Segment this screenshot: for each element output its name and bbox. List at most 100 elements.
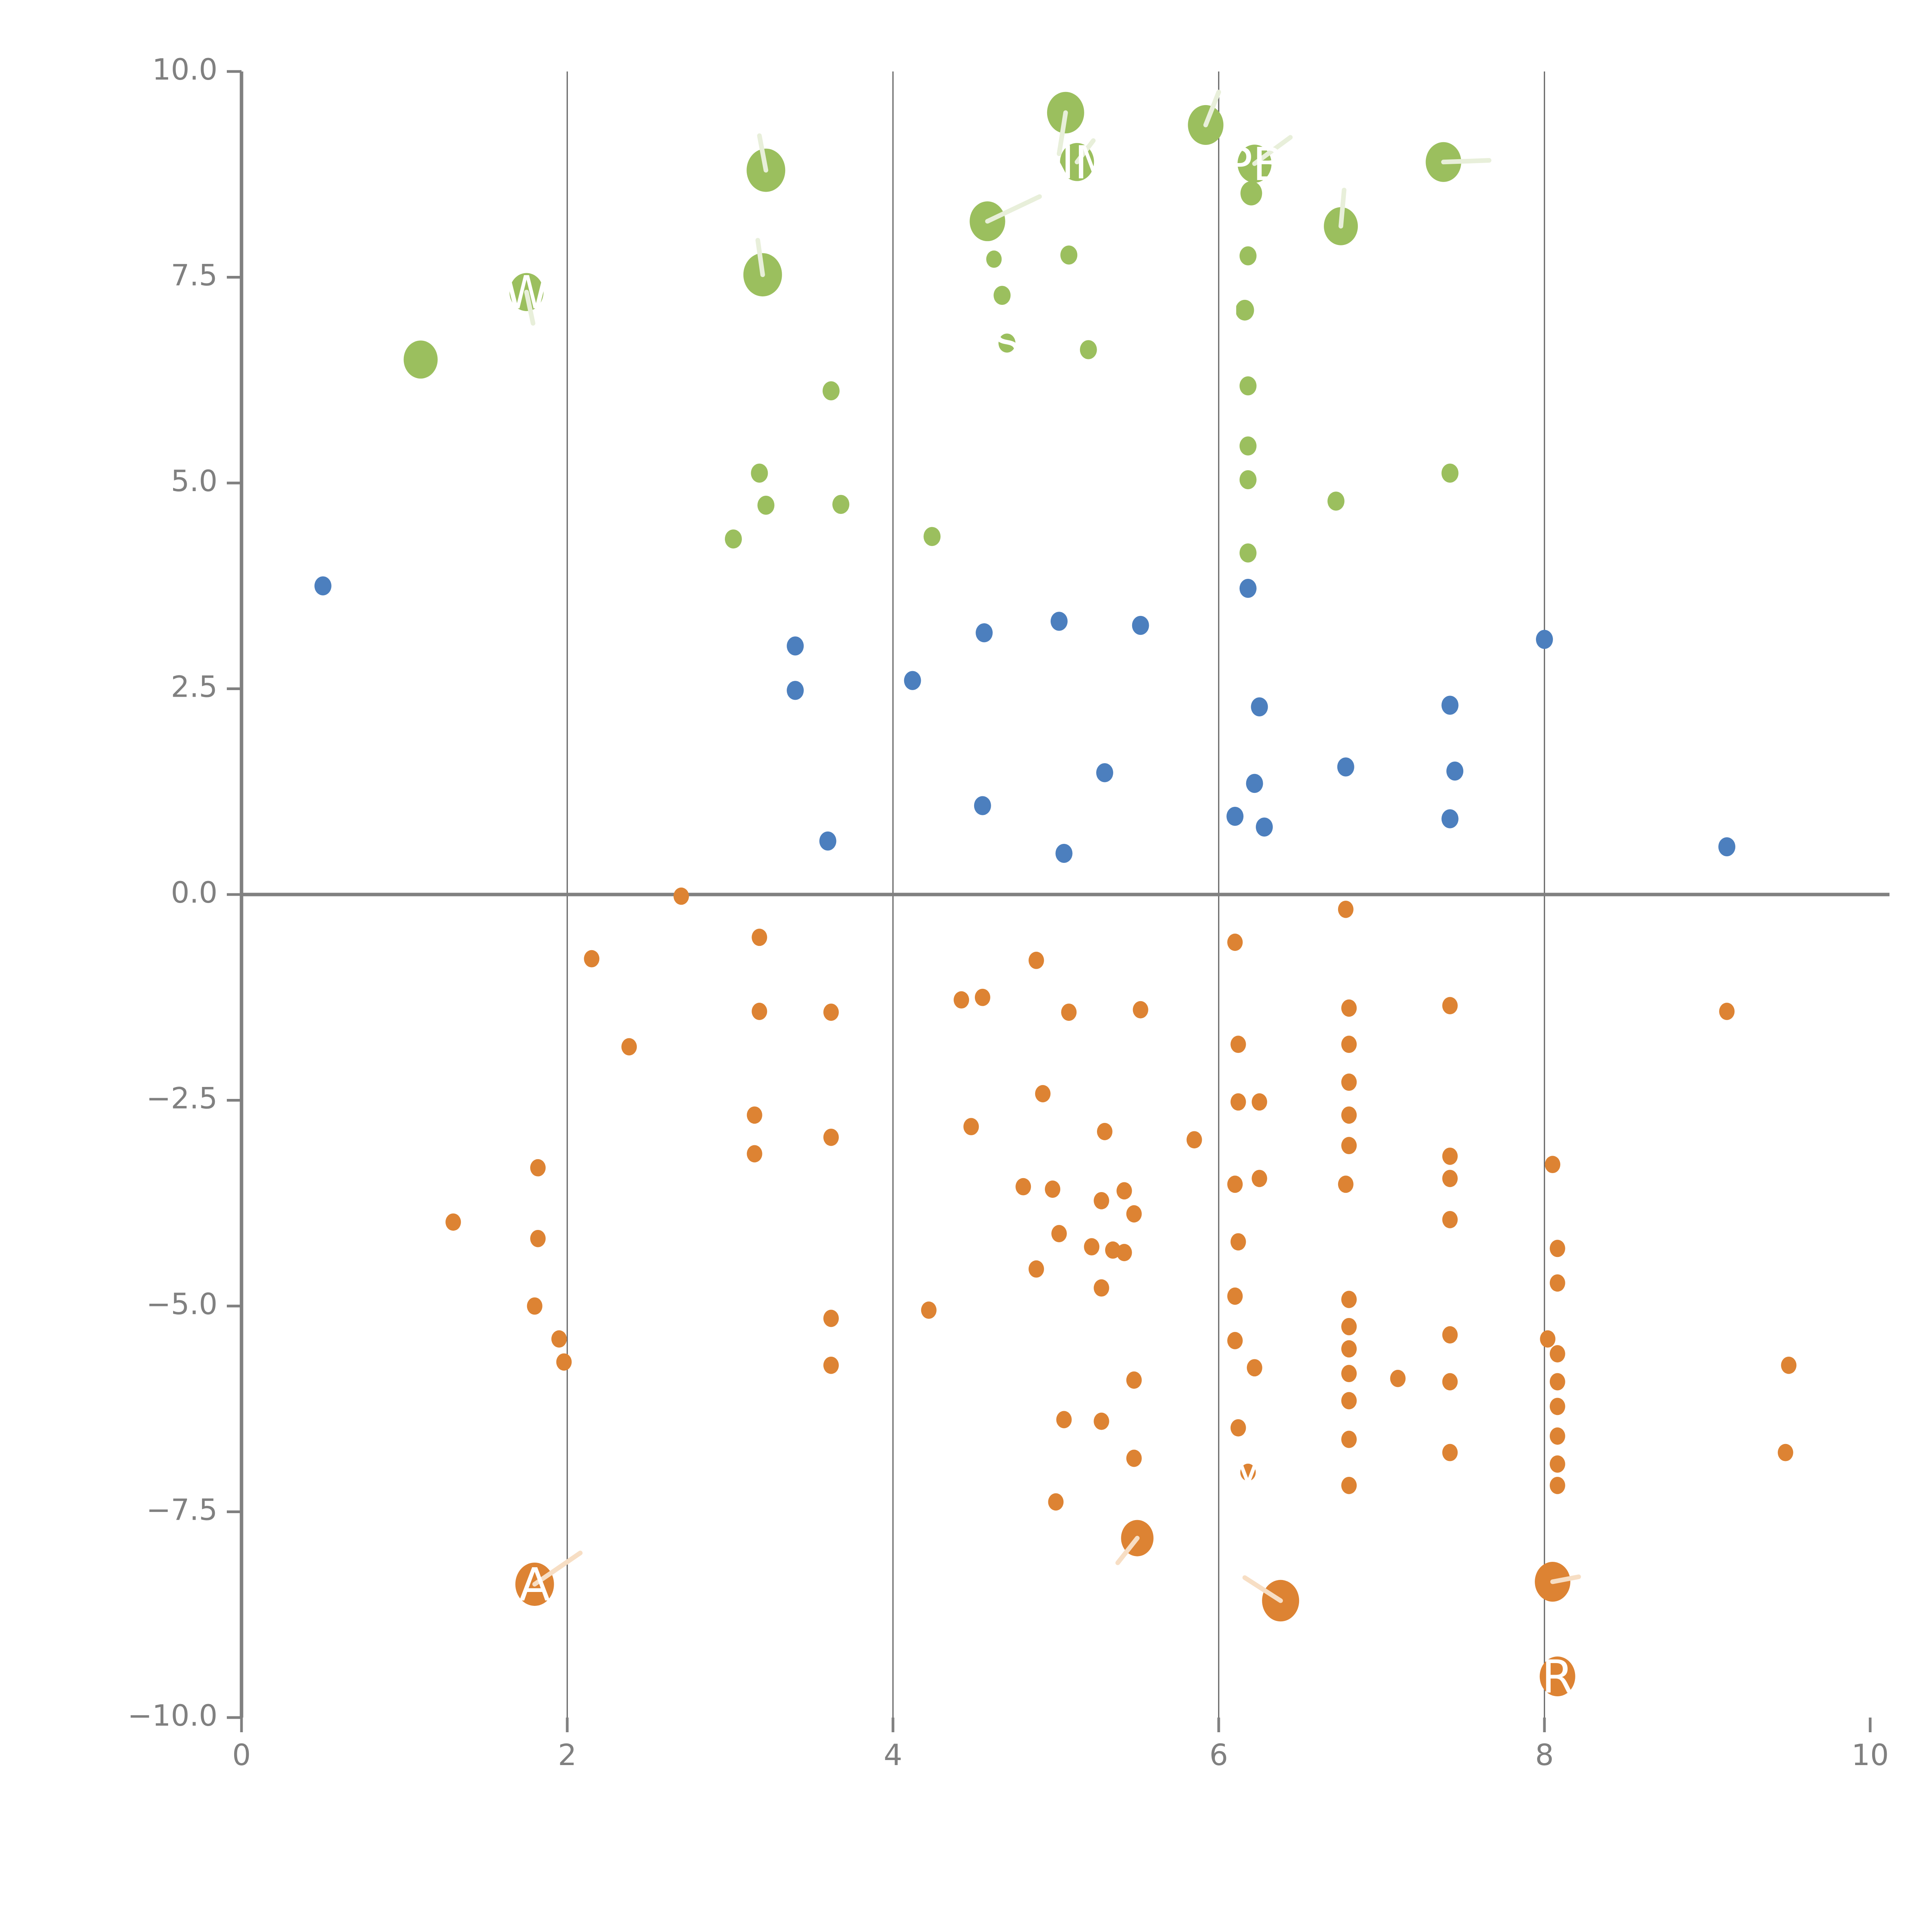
data-point-orange-36[interactable] [1126, 1205, 1142, 1223]
data-point-green-11[interactable] [986, 250, 1002, 268]
data-point-blue-15[interactable] [1256, 817, 1273, 837]
data-point-green-8[interactable] [832, 495, 850, 514]
data-point-green-7[interactable] [822, 381, 840, 401]
data-point-orange-14[interactable] [527, 1297, 543, 1315]
data-point-orange-70[interactable] [1341, 1430, 1357, 1448]
data-point-orange-45[interactable] [1227, 934, 1243, 951]
data-point-orange-13[interactable] [530, 1230, 546, 1247]
data-point-orange-38[interactable] [1126, 1371, 1142, 1389]
data-point-orange-20[interactable] [975, 988, 990, 1006]
data-point-orange-85[interactable] [1549, 1373, 1565, 1391]
data-point-green-25[interactable] [1239, 470, 1257, 490]
data-point-orange-4[interactable] [752, 1003, 767, 1020]
data-point-orange-68[interactable] [1341, 1365, 1357, 1383]
data-point-orange-34[interactable] [1116, 1182, 1132, 1200]
data-point-orange-10[interactable] [823, 1356, 839, 1374]
data-point-orange-80[interactable] [1545, 1156, 1561, 1173]
data-point-orange-93[interactable] [1781, 1356, 1797, 1374]
data-point-orange-62[interactable] [1341, 1106, 1357, 1124]
data-point-orange-35[interactable] [1116, 1244, 1132, 1261]
data-point-orange-65[interactable] [1341, 1291, 1357, 1308]
data-point-blue-3[interactable] [819, 831, 837, 851]
data-point-orange-6[interactable] [747, 1145, 762, 1163]
data-point-orange-77[interactable] [1442, 1326, 1458, 1344]
data-point-orange-82[interactable] [1549, 1274, 1565, 1292]
data-point-orange-49[interactable] [1227, 1175, 1243, 1193]
data-point-green-24[interactable] [1239, 436, 1257, 456]
data-point-orange-48[interactable] [1252, 1093, 1267, 1111]
data-point-orange-63[interactable] [1341, 1137, 1357, 1155]
data-point-orange-33[interactable] [1094, 1279, 1109, 1297]
data-point-orange-55[interactable] [1230, 1419, 1246, 1437]
data-point-green-30[interactable] [1441, 463, 1459, 483]
data-point-orange-56[interactable] [1240, 1463, 1256, 1481]
data-point-blue-14[interactable] [1226, 807, 1244, 826]
data-point-orange-87[interactable] [1549, 1427, 1565, 1445]
data-point-orange-72[interactable] [1390, 1370, 1406, 1387]
data-point-orange-86[interactable] [1549, 1398, 1565, 1415]
data-point-orange-66[interactable] [1341, 1318, 1357, 1335]
data-point-green-5[interactable] [751, 463, 768, 483]
data-point-blue-16[interactable] [1337, 757, 1354, 777]
data-point-green-6[interactable] [757, 495, 775, 515]
data-point-orange-11[interactable] [445, 1213, 461, 1231]
data-point-orange-39[interactable] [1126, 1449, 1142, 1467]
data-point-orange-27[interactable] [1051, 1225, 1067, 1242]
data-point-orange-81[interactable] [1549, 1240, 1565, 1257]
data-point-orange-28[interactable] [1061, 1003, 1077, 1021]
data-point-orange-40[interactable] [1056, 1411, 1072, 1429]
data-point-orange-3[interactable] [752, 929, 767, 946]
data-point-orange-24[interactable] [1015, 1178, 1031, 1196]
data-point-orange-83[interactable] [1540, 1330, 1556, 1348]
data-point-orange-47[interactable] [1230, 1093, 1246, 1111]
data-point-orange-9[interactable] [823, 1310, 839, 1327]
data-point-blue-11[interactable] [1239, 579, 1257, 598]
data-point-orange-30[interactable] [1094, 1192, 1109, 1209]
data-point-green-13[interactable] [998, 333, 1016, 353]
data-point-orange-64[interactable] [1338, 1175, 1354, 1193]
data-point-green-0[interactable] [403, 340, 438, 379]
data-point-orange-54[interactable] [1247, 1359, 1262, 1377]
data-point-orange-69[interactable] [1341, 1392, 1357, 1410]
data-point-blue-4[interactable] [904, 671, 921, 690]
data-point-orange-67[interactable] [1341, 1340, 1357, 1358]
data-point-blue-12[interactable] [1251, 697, 1268, 716]
data-point-orange-60[interactable] [1341, 1036, 1357, 1053]
data-point-blue-9[interactable] [1096, 763, 1113, 782]
data-point-green-17[interactable] [1080, 340, 1097, 359]
data-point-orange-29[interactable] [1097, 1123, 1112, 1140]
data-point-blue-8[interactable] [1055, 844, 1073, 863]
data-point-orange-88[interactable] [1549, 1455, 1565, 1473]
data-point-orange-50[interactable] [1252, 1170, 1267, 1187]
data-point-blue-0[interactable] [314, 576, 332, 595]
data-point-green-21[interactable] [1239, 246, 1257, 265]
data-point-orange-79[interactable] [1442, 1444, 1458, 1461]
data-point-orange-7[interactable] [823, 1003, 839, 1021]
data-point-green-28[interactable] [1327, 492, 1345, 511]
data-point-green-9[interactable] [923, 527, 941, 546]
data-point-green-23[interactable] [1239, 376, 1257, 396]
data-point-blue-21[interactable] [1718, 837, 1736, 857]
data-point-orange-58[interactable] [1338, 900, 1354, 918]
data-point-orange-21[interactable] [963, 1118, 979, 1136]
data-point-orange-91[interactable] [1539, 1656, 1575, 1697]
data-point-blue-6[interactable] [974, 796, 991, 815]
data-point-orange-75[interactable] [1442, 1170, 1458, 1187]
data-point-blue-13[interactable] [1246, 774, 1263, 793]
data-point-orange-16[interactable] [556, 1353, 572, 1371]
data-point-orange-31[interactable] [1084, 1238, 1100, 1256]
data-point-orange-5[interactable] [747, 1106, 762, 1124]
data-point-orange-46[interactable] [1230, 1036, 1246, 1053]
data-point-orange-0[interactable] [673, 887, 689, 905]
data-point-orange-89[interactable] [1549, 1476, 1565, 1494]
data-point-orange-12[interactable] [530, 1159, 546, 1177]
data-point-orange-84[interactable] [1549, 1345, 1565, 1362]
data-point-orange-26[interactable] [1028, 1260, 1044, 1278]
data-point-green-4[interactable] [724, 529, 742, 549]
data-point-orange-37[interactable] [1133, 1001, 1148, 1019]
data-point-blue-1[interactable] [787, 636, 804, 656]
data-point-orange-19[interactable] [954, 991, 969, 1009]
data-point-orange-92[interactable] [1719, 1003, 1735, 1020]
data-point-orange-76[interactable] [1442, 1211, 1458, 1228]
